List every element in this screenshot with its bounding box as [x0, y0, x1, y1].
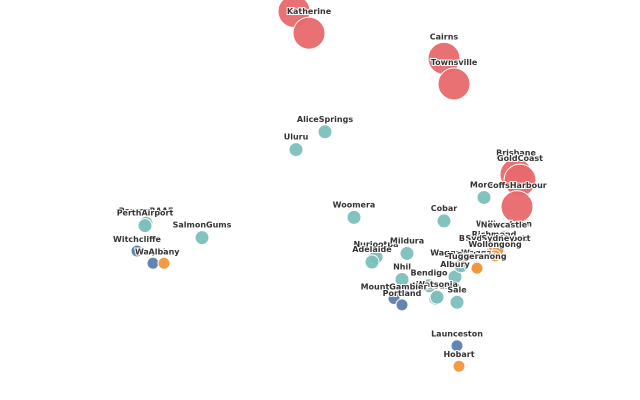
station-label: Sydney [481, 234, 515, 243]
station-label: Bendigo [411, 269, 448, 278]
station-label: Brisbane [496, 148, 536, 157]
station-label: Townsville [431, 58, 478, 67]
station-bubble [130, 244, 144, 258]
station-bubble [496, 230, 512, 246]
station-label: MountGambier [361, 282, 428, 291]
station-label: Tuggeranong [447, 252, 506, 261]
station-label: AliceSprings [297, 115, 353, 124]
station-label: Uluru [284, 133, 309, 142]
station-bubble [450, 339, 464, 353]
station-label: SydneyAirport [466, 234, 531, 243]
station-bubble [157, 256, 171, 270]
station-bubble [137, 218, 153, 234]
station-label: Cairns [430, 32, 459, 41]
station-bubble [453, 258, 469, 274]
station-label: Williamtown [476, 219, 532, 228]
station-bubble [437, 67, 471, 101]
station-bubble [436, 213, 452, 229]
station-label: WaggaWagga [430, 249, 492, 258]
station-label: SalmonGums [173, 221, 232, 230]
station-label: GoldCoast [497, 154, 543, 163]
station-label: Woomera [333, 200, 376, 209]
bubbles [130, 0, 537, 373]
station-label: Melbourne [412, 281, 461, 290]
station-label: Cobar [431, 204, 457, 213]
station-bubble [488, 249, 502, 263]
station-label: Newcastle [481, 221, 528, 230]
station-label: Nhil [393, 262, 411, 271]
station-label: Portland [383, 289, 422, 298]
station-label: BadgerysCreek [459, 234, 528, 243]
station-label: Mildura [390, 236, 424, 245]
station-bubble [317, 124, 333, 140]
station-label: Nuriootpa [353, 240, 398, 249]
station-label: Wollongong [468, 240, 522, 249]
station-bubble [394, 271, 410, 287]
station-bubble [194, 230, 210, 246]
station-label: CoffsHarbour [487, 181, 547, 190]
station-bubble [421, 278, 437, 294]
station-bubble [364, 254, 380, 270]
labels: AliceSprings Uluru Moree Woomera Cobar Pearce… [112, 6, 548, 360]
station-bubble [346, 209, 362, 225]
station-label: Moree [470, 180, 499, 189]
station-label: Launceston [431, 330, 483, 339]
station-label: Richmond [472, 230, 517, 239]
station-bubble [146, 256, 160, 270]
station-bubble [470, 261, 484, 275]
station-label: Canberra [456, 251, 497, 260]
station-label: Sale [447, 285, 467, 294]
station-label: Walpole [135, 247, 172, 256]
station-label: Katherine [287, 7, 332, 16]
station-bubble [292, 16, 326, 50]
station-bubble [395, 298, 409, 312]
station-label: Albany [149, 247, 181, 256]
station-label: Adelaide [352, 245, 392, 254]
station-label: PearceRAAF [119, 206, 174, 215]
station-label: Hobart [443, 350, 474, 359]
station-label: Witchcliffe [113, 235, 162, 244]
station-bubble [500, 190, 534, 224]
station-label: Albury [440, 260, 470, 269]
station-bubble [399, 245, 415, 261]
station-bubble [429, 289, 445, 305]
station-bubble [288, 142, 304, 158]
station-bubble [476, 189, 492, 205]
station-bubble [449, 294, 465, 310]
station-bubble [452, 359, 466, 373]
station-label: Watsonia [416, 280, 458, 289]
station-label: PerthAirport [117, 209, 174, 218]
